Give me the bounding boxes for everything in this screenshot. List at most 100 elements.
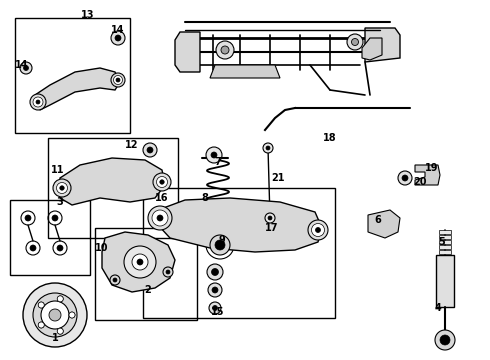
Circle shape — [57, 328, 63, 334]
Circle shape — [312, 224, 324, 237]
Text: 2: 2 — [145, 285, 151, 295]
Circle shape — [132, 254, 148, 270]
Circle shape — [398, 171, 412, 185]
Text: 21: 21 — [271, 173, 285, 183]
Circle shape — [152, 210, 168, 226]
Text: 14: 14 — [111, 25, 125, 35]
Circle shape — [110, 275, 120, 285]
Circle shape — [111, 73, 125, 87]
Bar — [439, 235, 451, 239]
Circle shape — [402, 175, 408, 181]
Text: 18: 18 — [323, 133, 337, 143]
Circle shape — [147, 147, 153, 153]
Circle shape — [308, 220, 328, 240]
Circle shape — [143, 143, 157, 157]
Text: 15: 15 — [211, 307, 225, 317]
Text: 14: 14 — [15, 60, 29, 70]
Circle shape — [212, 269, 219, 275]
Circle shape — [25, 215, 31, 221]
Circle shape — [207, 264, 223, 280]
Text: 4: 4 — [435, 303, 441, 313]
Circle shape — [157, 215, 163, 221]
Bar — [436, 255, 454, 307]
Circle shape — [440, 335, 450, 345]
Circle shape — [215, 240, 225, 250]
Polygon shape — [368, 210, 400, 238]
Circle shape — [153, 173, 171, 191]
Circle shape — [33, 97, 43, 107]
Circle shape — [163, 267, 173, 277]
Circle shape — [115, 35, 121, 41]
Circle shape — [206, 147, 222, 163]
Text: 5: 5 — [439, 237, 445, 247]
Circle shape — [124, 246, 156, 278]
Text: 11: 11 — [51, 165, 65, 175]
Text: 12: 12 — [125, 140, 139, 150]
Circle shape — [38, 302, 44, 308]
Polygon shape — [158, 198, 322, 252]
Circle shape — [38, 322, 44, 328]
Circle shape — [69, 312, 75, 318]
Circle shape — [36, 100, 40, 104]
Text: 13: 13 — [81, 10, 95, 20]
Circle shape — [41, 301, 69, 329]
Circle shape — [209, 302, 221, 314]
Bar — [439, 250, 451, 254]
Circle shape — [114, 76, 122, 85]
Circle shape — [216, 41, 234, 59]
Circle shape — [113, 278, 117, 282]
Text: 17: 17 — [265, 223, 279, 233]
Circle shape — [116, 78, 120, 82]
Circle shape — [265, 213, 275, 223]
Bar — [10, 200, 90, 275]
Polygon shape — [60, 158, 165, 205]
Circle shape — [213, 306, 218, 310]
Polygon shape — [415, 165, 440, 185]
Circle shape — [52, 215, 58, 221]
Circle shape — [38, 322, 44, 328]
Text: 3: 3 — [57, 197, 63, 207]
Circle shape — [137, 259, 143, 265]
Circle shape — [57, 296, 63, 302]
Circle shape — [266, 221, 274, 229]
Circle shape — [347, 34, 363, 50]
Circle shape — [210, 235, 230, 255]
Circle shape — [57, 296, 63, 302]
Bar — [439, 240, 451, 244]
Text: 19: 19 — [425, 163, 439, 173]
Circle shape — [23, 283, 87, 347]
Circle shape — [33, 293, 77, 337]
Polygon shape — [210, 65, 280, 78]
Bar — [439, 230, 451, 234]
Circle shape — [166, 270, 170, 274]
Circle shape — [38, 302, 44, 308]
Text: 7: 7 — [215, 157, 221, 167]
Circle shape — [221, 46, 229, 54]
Circle shape — [316, 228, 320, 233]
Text: 16: 16 — [155, 193, 169, 203]
Circle shape — [160, 180, 164, 184]
Polygon shape — [365, 28, 400, 62]
Circle shape — [24, 66, 28, 71]
Circle shape — [69, 312, 75, 318]
Bar — [95, 228, 197, 320]
Circle shape — [263, 143, 273, 153]
Circle shape — [49, 309, 61, 321]
Polygon shape — [35, 68, 120, 110]
Circle shape — [30, 94, 46, 110]
Circle shape — [212, 287, 218, 293]
Circle shape — [20, 62, 32, 74]
Circle shape — [208, 283, 222, 297]
Circle shape — [57, 328, 63, 334]
Text: 1: 1 — [51, 333, 58, 343]
Polygon shape — [175, 32, 200, 72]
Circle shape — [53, 179, 71, 197]
Circle shape — [148, 206, 172, 230]
Circle shape — [30, 245, 36, 251]
Text: 20: 20 — [413, 177, 427, 187]
Circle shape — [351, 39, 359, 45]
Circle shape — [156, 176, 168, 188]
Bar — [439, 245, 451, 249]
Bar — [143, 188, 335, 318]
Polygon shape — [102, 232, 175, 292]
